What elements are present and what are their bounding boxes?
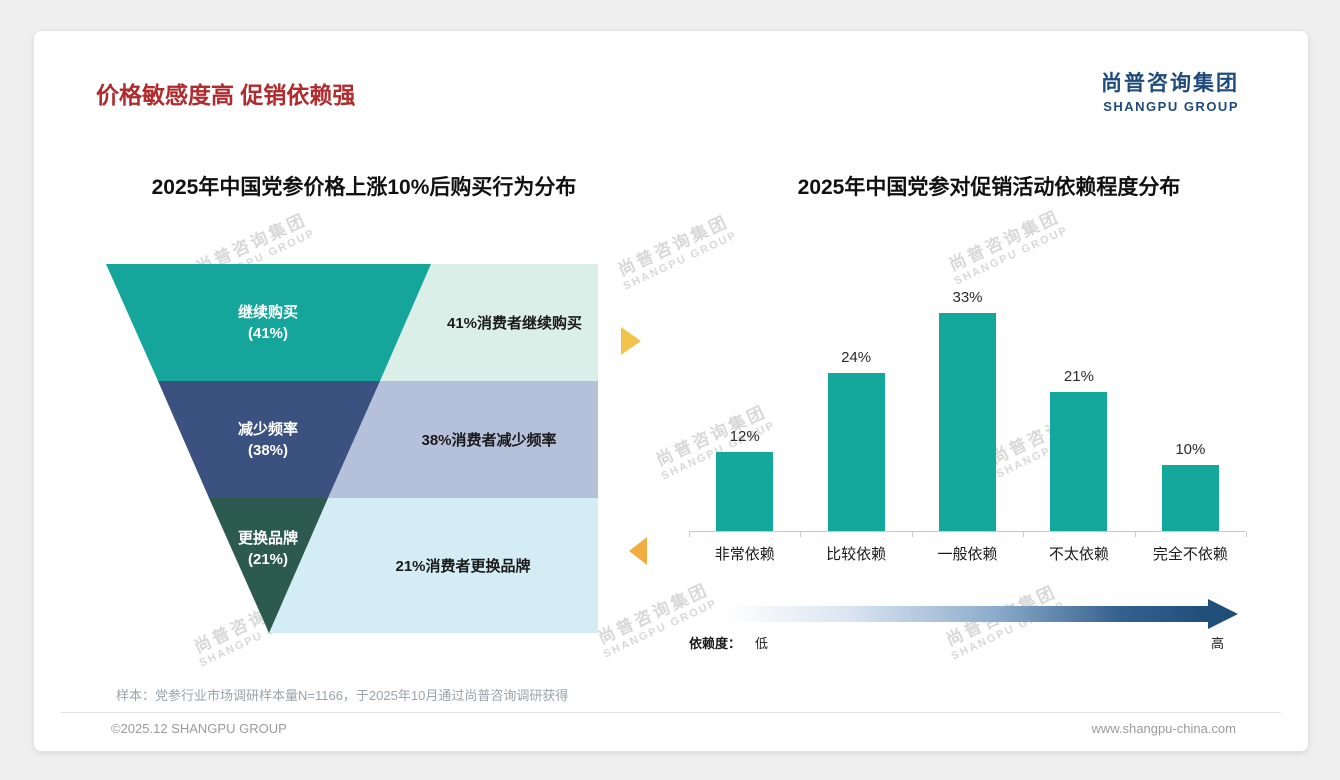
bar-value-label: 10%	[1175, 441, 1206, 458]
gradient-arrow-head-icon	[1208, 599, 1238, 629]
logo-chinese-text: 尚普咨询集团	[1101, 72, 1239, 95]
dependency-gradient-arrow	[724, 599, 1238, 629]
funnel-level-pct: (41%)	[247, 324, 288, 342]
bar-chart: 12% 24% 33% 21% 10% 非常依赖 比较依赖 一般依赖 不太依赖 完全不依赖	[689, 279, 1248, 564]
funnel-level-switch: 更换品牌 (21%) 21%消费者更换品牌	[106, 498, 598, 633]
bar-group: 12%	[689, 279, 802, 537]
bar	[716, 452, 774, 531]
bar-category-axis: 非常依赖 比较依赖 一般依赖 不太依赖 完全不依赖	[689, 543, 1246, 564]
dependency-axis-low-label: 低	[755, 636, 769, 651]
funnel-level-label: 更换品牌 (21%)	[198, 498, 338, 633]
funnel-level-label: 继续购买 (41%)	[198, 264, 338, 381]
sample-note: 样本：党参行业市场调研样本量N=1166，于2025年10月通过尚普咨询调研获得	[116, 688, 569, 703]
bar-group: 10%	[1135, 279, 1248, 537]
bar-category-label: 完全不依赖	[1152, 546, 1228, 563]
funnel-level-annotation: 21%消费者更换品牌	[395, 558, 531, 575]
bar-category-label: 不太依赖	[1048, 546, 1109, 563]
funnel-level-name: 继续购买	[237, 303, 298, 321]
bar-category-label: 非常依赖	[714, 546, 775, 563]
funnel-level-label: 减少频率 (38%)	[198, 381, 338, 498]
funnel-level-continue: 继续购买 (41%) 41%消费者继续购买	[106, 264, 598, 381]
company-logo: 尚普咨询集团 SHANGPU GROUP	[1101, 67, 1239, 114]
slide-card: 尚普咨询集团 SHANGPU GROUP 尚普咨询集团 SHANGPU GROUP 尚普…	[33, 30, 1309, 752]
dependency-axis-high-label: 高	[1210, 636, 1224, 651]
footer-divider	[61, 712, 1281, 713]
slide-title: 价格敏感度高 促销依赖强	[96, 82, 356, 108]
funnel-level-annotation: 41%消费者继续购买	[446, 315, 583, 332]
funnel-level-shape	[106, 264, 431, 381]
bar-category-label: 比较依赖	[826, 546, 887, 563]
bar	[939, 313, 997, 531]
yellow-arrow-right-icon	[621, 327, 641, 355]
funnel-level-annotation-panel	[269, 498, 598, 633]
orange-arrow-left-icon	[629, 537, 647, 565]
bar-group: 24%	[800, 279, 914, 537]
dependency-axis-title: 依赖度：	[689, 636, 742, 651]
bar-group: 21%	[1023, 279, 1137, 537]
funnel-level-annotation: 38%消费者减少频率	[421, 432, 557, 449]
bar	[827, 373, 885, 531]
funnel-chart-title: 2025年中国党参价格上涨10%后购买行为分布	[151, 176, 577, 199]
bar-value-label: 33%	[952, 289, 983, 306]
gradient-arrow-body	[724, 606, 1208, 622]
footer-website: www.shangpu-china.com	[1091, 721, 1236, 736]
bar-value-label: 24%	[841, 349, 872, 366]
funnel-level-annotation-panel	[328, 381, 598, 498]
footer-copyright: ©2025.12 SHANGPU GROUP	[111, 721, 287, 736]
funnel-level-pct: (38%)	[247, 441, 288, 459]
logo-english-text: SHANGPU GROUP	[1103, 99, 1239, 114]
dependency-axis-labels: 依赖度： 低 高	[689, 633, 1238, 652]
bar-group: 33%	[912, 279, 1025, 537]
funnel-level-name: 减少频率	[237, 420, 298, 438]
bar-chart-title: 2025年中国党参对促销活动依赖程度分布	[797, 176, 1181, 199]
bar-plot-area: 12% 24% 33% 21% 10%	[689, 279, 1248, 537]
bar-value-label: 21%	[1063, 368, 1094, 385]
funnel-chart: 继续购买 (41%) 41%消费者继续购买 减少频率 (38%) 38%消费者减…	[106, 264, 598, 633]
funnel-level-pct: (21%)	[247, 551, 288, 568]
bar-value-label: 12%	[729, 428, 760, 445]
bar	[1050, 392, 1108, 531]
bar	[1161, 465, 1219, 531]
bar-category-label: 一般依赖	[937, 546, 998, 563]
funnel-level-reduce: 减少频率 (38%) 38%消费者减少频率	[106, 381, 598, 498]
funnel-level-name: 更换品牌	[237, 530, 298, 547]
